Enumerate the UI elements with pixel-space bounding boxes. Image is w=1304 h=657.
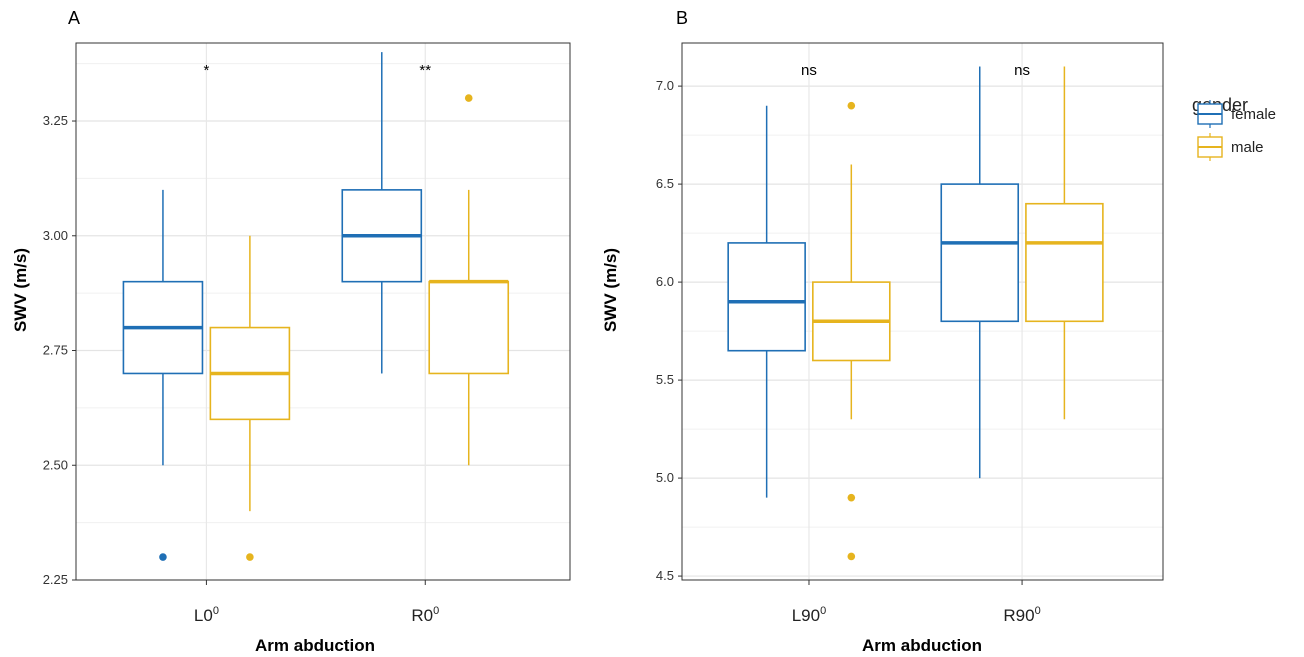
y-axis-title-b: SWV (m/s) — [601, 248, 620, 332]
box-iqr — [940, 183, 1020, 323]
outlier-point — [847, 552, 856, 561]
outlier-point — [464, 94, 473, 102]
box-female-1 — [727, 105, 806, 498]
box-male-2 — [1025, 66, 1104, 420]
panel-b: B 4.5 5.0 5.5 6.0 6.5 7.0 L900 R900 ns ns SWV (… — [601, 8, 1164, 655]
significance-labels-b: ns ns — [801, 62, 1030, 79]
x-tick-label: R900 — [1003, 605, 1040, 625]
outlier-point — [847, 493, 856, 502]
y-axis-title-a: SWV (m/s) — [11, 248, 30, 332]
y-tick-labels-a: 2.25 2.50 2.75 3.00 3.25 — [43, 113, 76, 587]
box-male-2 — [428, 94, 510, 466]
outlier-point — [159, 553, 167, 561]
significance-label: * — [203, 62, 209, 79]
panel-tag-a: A — [68, 8, 80, 28]
outlier-point — [847, 101, 856, 110]
plot-b — [727, 66, 1104, 561]
x-tick-labels-a: L00 R00 — [194, 580, 439, 625]
legend-item-female: female — [1197, 100, 1276, 128]
box-iqr — [1025, 202, 1104, 323]
y-tick-label: 5.5 — [656, 372, 674, 387]
y-tick-label: 6.5 — [656, 176, 674, 191]
plot-a — [122, 52, 510, 561]
y-tick-label: 5.0 — [656, 470, 674, 485]
box-male-1 — [209, 235, 291, 561]
x-tick-label: R00 — [411, 605, 439, 625]
y-tick-label: 6.0 — [656, 274, 674, 289]
x-axis-title-b: Arm abduction — [862, 636, 982, 655]
legend-items: female male — [1197, 100, 1276, 161]
panel-a: A 2.252.502.753.003.25 L00 R00 * ** SWV (m… — [11, 8, 571, 655]
legend-label: female — [1231, 106, 1276, 123]
y-tick-label: 2.25 — [43, 572, 68, 587]
legend-item-male: male — [1197, 133, 1264, 161]
significance-label: ns — [1014, 62, 1030, 79]
box-female-2 — [341, 52, 423, 374]
y-tick-label: 3.00 — [43, 228, 68, 243]
significance-label: ns — [801, 62, 817, 79]
y-tick-label: 2.50 — [43, 457, 68, 472]
outlier-point — [246, 553, 254, 561]
y-tick-labels-b: 4.5 5.0 5.5 6.0 6.5 7.0 — [656, 78, 682, 583]
x-axis-title-a: Arm abduction — [255, 636, 375, 655]
box-iqr — [727, 242, 806, 352]
significance-label: ** — [419, 62, 431, 79]
legend-label: male — [1231, 139, 1264, 156]
significance-labels-a: * ** — [203, 62, 431, 79]
x-tick-labels-b: L900 R900 — [792, 580, 1041, 625]
box-female-1 — [122, 189, 204, 561]
box-female-2 — [940, 66, 1020, 479]
y-tick-label: 7.0 — [656, 78, 674, 93]
x-tick-label: L900 — [792, 605, 827, 625]
panel-tag-b: B — [676, 8, 688, 28]
plot-frame-b — [681, 42, 1164, 581]
x-tick-label: L00 — [194, 605, 219, 625]
box-iqr — [428, 280, 510, 375]
box-male-1 — [812, 101, 891, 561]
y-tick-label: 4.5 — [656, 568, 674, 583]
plot-frame-a — [75, 42, 571, 581]
y-tick-label: 2.75 — [43, 343, 68, 358]
y-tick-label: 3.25 — [43, 113, 68, 128]
